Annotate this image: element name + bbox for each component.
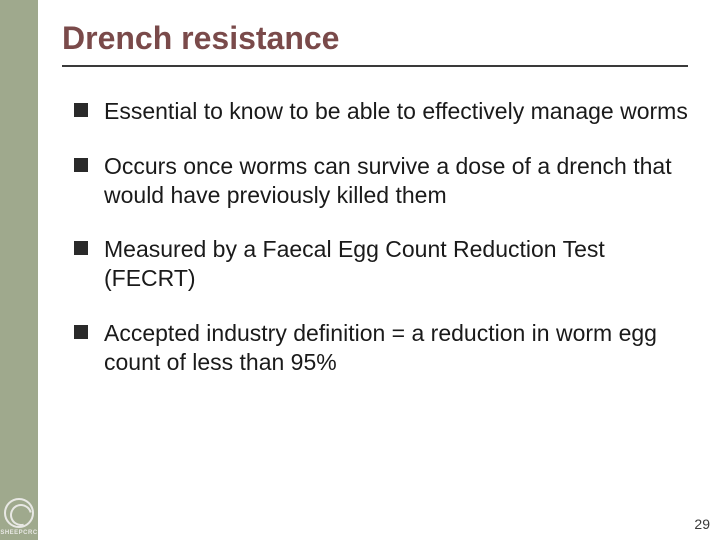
logo-swirl-icon [4,498,34,528]
bullet-list: Essential to know to be able to effectiv… [62,97,688,376]
sidebar: SHEEPCRC [0,0,38,540]
page-number: 29 [694,516,710,532]
list-item: Accepted industry definition = a reducti… [74,319,688,377]
list-item: Essential to know to be able to effectiv… [74,97,688,126]
logo-label: SHEEPCRC [0,530,37,536]
logo: SHEEPCRC [0,484,38,540]
list-item: Measured by a Faecal Egg Count Reduction… [74,235,688,293]
slide-title: Drench resistance [62,20,688,67]
list-item: Occurs once worms can survive a dose of … [74,152,688,210]
slide-content: Drench resistance Essential to know to b… [38,0,720,540]
